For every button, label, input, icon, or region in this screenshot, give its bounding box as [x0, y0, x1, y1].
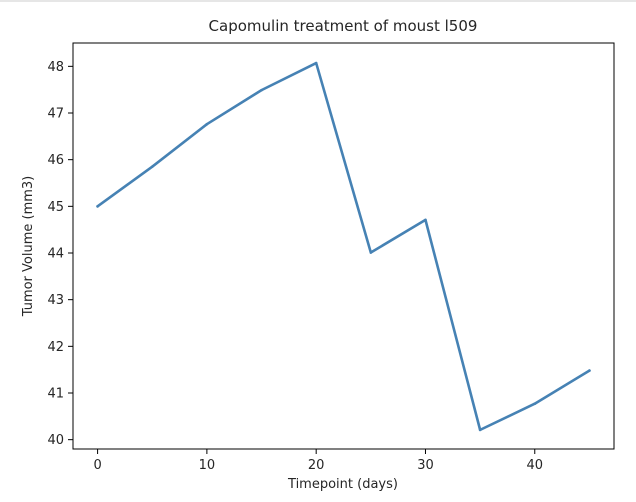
y-tick-label: 43 — [47, 293, 64, 308]
x-tick-label: 30 — [417, 458, 434, 473]
x-tick-label: 40 — [526, 458, 543, 473]
x-tick-label: 20 — [308, 458, 325, 473]
data-point — [478, 428, 482, 432]
chart-title: Capomulin treatment of moust l509 — [209, 17, 478, 35]
data-point — [150, 165, 154, 168]
data-point — [533, 402, 537, 406]
x-tick-label: 10 — [199, 458, 216, 473]
x-tick-label: 0 — [93, 458, 101, 473]
y-tick-label: 46 — [47, 153, 64, 168]
series-line — [96, 61, 591, 432]
y-axis: 40 41 42 43 44 45 46 47 48 — [47, 60, 73, 448]
y-tick-label: 41 — [47, 387, 64, 402]
data-point — [314, 61, 318, 65]
plot-frame — [72, 42, 615, 450]
y-tick-label: 47 — [47, 107, 64, 122]
data-point — [260, 88, 263, 92]
y-axis-title: Tumor Volume (mm3) — [21, 176, 36, 318]
data-point — [369, 251, 373, 254]
data-point — [588, 369, 591, 372]
y-tick-label: 45 — [47, 200, 64, 215]
data-point — [424, 218, 427, 222]
y-tick-label: 48 — [47, 60, 64, 75]
x-axis: 0 10 20 30 40 — [93, 449, 543, 473]
y-tick-label: 40 — [47, 433, 64, 448]
top-border — [0, 0, 636, 2]
x-axis-title: Timepoint (days) — [287, 477, 398, 492]
data-point — [96, 205, 99, 208]
data-point — [205, 122, 209, 126]
y-tick-label: 42 — [47, 340, 64, 355]
series-group — [96, 61, 591, 432]
y-tick-label: 44 — [47, 247, 64, 262]
